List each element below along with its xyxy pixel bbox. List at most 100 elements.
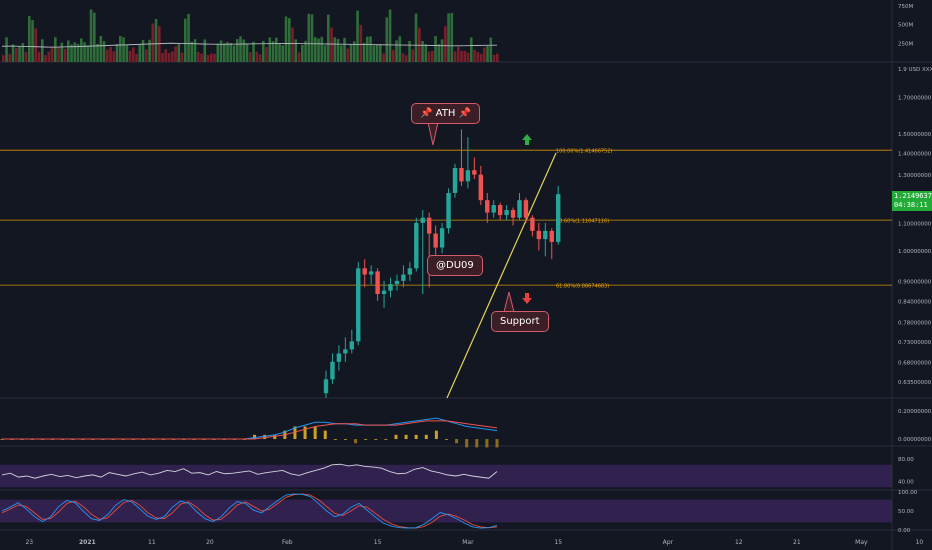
volume-bar	[333, 37, 337, 62]
volume-bar	[80, 38, 83, 62]
candle	[375, 268, 380, 301]
volume-bar	[11, 44, 15, 62]
down-arrow-icon	[522, 293, 532, 304]
watermark-label: @DU09	[427, 255, 483, 276]
candle-body	[349, 341, 354, 350]
volume-bar	[216, 43, 220, 62]
candle-body	[343, 349, 348, 354]
volume-bar	[262, 40, 265, 62]
volume-bar	[148, 39, 151, 62]
candle-body	[414, 222, 419, 269]
macd-signal-line	[2, 420, 498, 440]
volume-bar	[50, 46, 54, 62]
candle-body	[556, 194, 561, 242]
macd-histogram-bar	[404, 434, 408, 440]
volume-tick-label: 250M	[898, 41, 913, 47]
volume-bar	[236, 39, 239, 62]
volume-bar	[340, 45, 343, 62]
candle	[420, 210, 425, 294]
support-label: Support	[500, 316, 540, 327]
candle-body	[439, 228, 445, 248]
candle	[401, 265, 406, 288]
candle-body	[336, 353, 342, 362]
candle	[517, 192, 522, 221]
volume-bar	[96, 43, 99, 62]
candle-body	[491, 205, 496, 213]
volume-bar	[492, 54, 496, 62]
volume-bar	[34, 28, 38, 63]
ath-label: ATH	[435, 108, 456, 119]
volume-bar	[466, 52, 470, 62]
candle	[368, 265, 374, 285]
up-arrow-icon	[522, 134, 532, 145]
rsi-tick-label: 40.00	[898, 480, 914, 486]
candle-body	[375, 271, 380, 294]
volume-bar	[106, 49, 109, 62]
stoch-tick-label: 50.00	[898, 509, 914, 515]
candle-body	[543, 230, 548, 240]
candle	[394, 274, 400, 291]
volume-bar	[190, 41, 194, 62]
candle	[543, 222, 548, 257]
candle-body	[388, 284, 393, 291]
volume-bar	[431, 50, 434, 62]
rsi-pane	[0, 463, 892, 488]
volume-bar	[184, 18, 187, 63]
candle	[349, 329, 354, 354]
time-tick-label: Mar	[462, 539, 474, 546]
candle-body	[433, 233, 438, 248]
time-tick-label: 10	[916, 539, 924, 546]
candle	[523, 197, 529, 223]
candle	[478, 165, 483, 206]
candle-body	[530, 217, 535, 231]
volume-bar	[135, 53, 138, 62]
volume-bar	[206, 54, 210, 62]
volume-bar	[496, 53, 499, 62]
price-tick-label: 1.70000000	[898, 96, 932, 102]
candle-body	[478, 174, 483, 201]
volume-tick-label: 500M	[898, 23, 913, 29]
volume-bar	[174, 46, 177, 62]
candle	[414, 217, 419, 272]
volume-bar	[379, 44, 382, 62]
volume-bar	[489, 37, 493, 62]
volume-bar	[171, 51, 174, 62]
candle	[485, 192, 490, 223]
candle	[323, 370, 329, 398]
candle-body	[420, 217, 425, 223]
macd-histogram-bar	[253, 434, 257, 440]
candle	[330, 353, 335, 384]
candle-body	[356, 268, 361, 342]
candle-body	[427, 217, 432, 234]
volume-bar	[405, 55, 408, 62]
stoch-tick-label: 100.00	[898, 490, 918, 496]
macd-histogram-bar	[273, 434, 277, 440]
volume-bar	[115, 44, 119, 62]
volume-bar	[388, 9, 392, 62]
macd-histogram-bar	[394, 434, 398, 440]
candle-body	[472, 170, 477, 175]
volume-bar	[401, 53, 405, 62]
candle-body	[504, 210, 509, 216]
macd-histogram-bar	[434, 430, 438, 440]
candle	[388, 277, 393, 298]
candle	[439, 222, 445, 254]
volume-bar	[109, 47, 112, 62]
candle-body	[465, 170, 471, 182]
volume-bar	[440, 39, 444, 62]
candle	[362, 259, 367, 288]
volume-bar	[141, 39, 145, 62]
axes: 1.9 USD XXX 1.70000000 1.50000000 1.4000000…	[25, 4, 932, 546]
volume-bar	[99, 36, 103, 62]
macd-histogram-bar	[455, 439, 459, 444]
volume-bar	[291, 27, 294, 63]
volume-bar	[255, 51, 259, 62]
volume-bar	[41, 39, 44, 62]
volume-bar	[450, 12, 454, 62]
volume-bar	[281, 45, 285, 62]
candle	[427, 212, 432, 288]
volume-bar	[229, 42, 233, 62]
volume-bar	[457, 46, 460, 62]
price-tick-label: 0.68000000	[898, 360, 932, 366]
